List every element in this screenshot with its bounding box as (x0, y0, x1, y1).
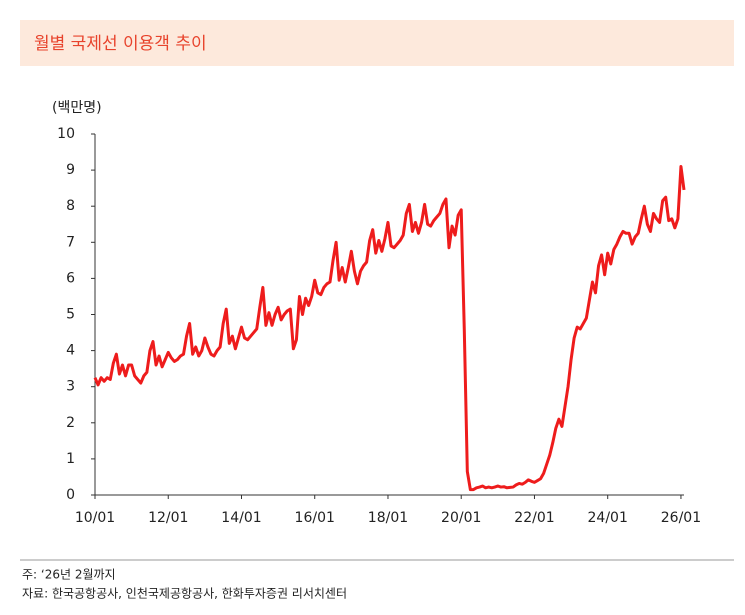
y-tick-label: 5 (66, 307, 75, 323)
y-tick-label: 7 (66, 234, 75, 250)
y-tick-label: 1 (66, 451, 75, 467)
x-tick-label: 20/01 (441, 510, 481, 526)
y-tick-label: 8 (66, 198, 75, 214)
x-tick-label: 24/01 (588, 510, 628, 526)
x-tick-label: 18/01 (368, 510, 408, 526)
y-tick-label: 9 (66, 162, 75, 178)
y-tick-label: 3 (66, 379, 75, 395)
x-tick-label: 16/01 (295, 510, 335, 526)
y-tick-label: 6 (66, 270, 75, 286)
footnote: 주: ‘26년 2월까지 (22, 568, 116, 582)
y-tick-label: 2 (66, 415, 75, 431)
x-tick-label: 14/01 (221, 510, 261, 526)
x-tick-label: 10/01 (75, 510, 115, 526)
x-tick-label: 12/01 (148, 510, 188, 526)
chart-title: 월별 국제선 이용객 추이 (34, 34, 207, 54)
y-unit: (백만명) (52, 100, 102, 116)
series-line (93, 164, 686, 492)
x-tick-label: 22/01 (514, 510, 554, 526)
x-tick-label: 26/01 (661, 510, 701, 526)
y-tick-label: 0 (66, 487, 75, 503)
title-band (20, 20, 734, 66)
y-tick-label: 4 (66, 343, 75, 359)
source: 자료: 한국공항공사, 인천국제공항공사, 한화투자증권 리서치센터 (22, 586, 347, 601)
y-tick-label: 10 (57, 126, 75, 142)
